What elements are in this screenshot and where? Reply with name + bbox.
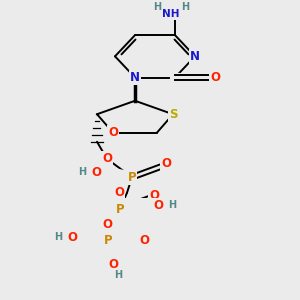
Text: O: O <box>210 71 220 84</box>
Text: H: H <box>153 2 161 12</box>
Text: O: O <box>108 126 118 139</box>
Text: P: P <box>128 171 136 184</box>
Text: O: O <box>67 231 77 244</box>
Text: N: N <box>190 50 200 63</box>
Text: NH: NH <box>162 9 180 19</box>
Text: O: O <box>149 189 159 202</box>
Text: O: O <box>161 157 171 170</box>
Text: H: H <box>54 232 62 242</box>
Text: O: O <box>114 186 124 199</box>
Text: O: O <box>108 258 118 271</box>
Text: S: S <box>169 108 177 121</box>
Text: H: H <box>181 2 189 12</box>
Text: O: O <box>153 199 163 212</box>
Text: H: H <box>78 167 86 177</box>
Text: N: N <box>130 71 140 84</box>
Text: P: P <box>104 234 112 248</box>
Text: O: O <box>91 166 101 179</box>
Text: H: H <box>114 270 122 280</box>
Text: O: O <box>102 152 112 165</box>
Text: P: P <box>116 202 124 215</box>
Text: O: O <box>102 218 112 231</box>
Text: O: O <box>139 234 149 248</box>
Text: H: H <box>168 200 176 210</box>
